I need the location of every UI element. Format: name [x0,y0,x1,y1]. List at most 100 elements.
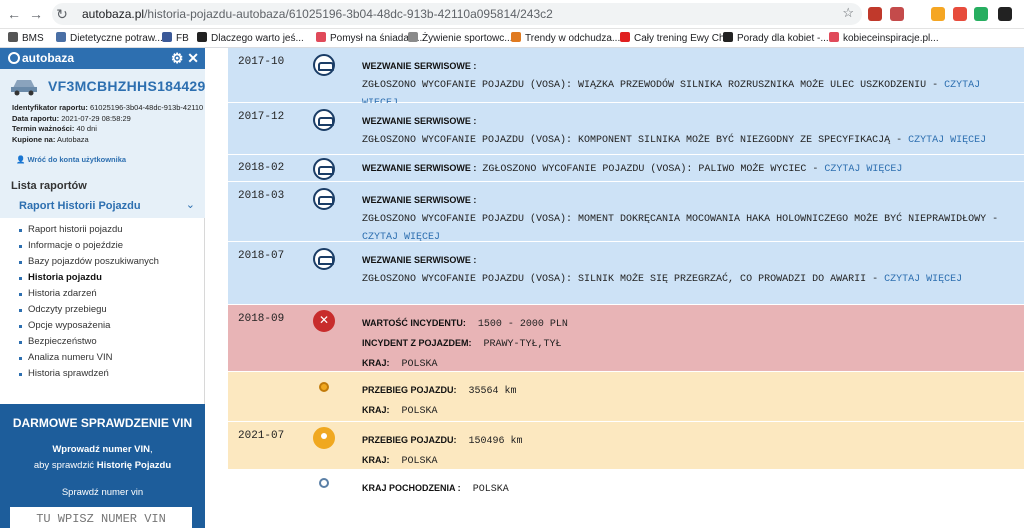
field-value: 1500 - 2000 PLN [477,319,568,330]
timeline-entry: 2017-12 WEZWANIE SERWISOWE : ZGŁOSZONO WYC… [228,103,1024,155]
extension-icon[interactable] [953,7,967,21]
bookmark-item[interactable]: BMS [8,32,44,44]
promo-title: DARMOWE SPRAWDZENIE VIN [12,416,193,430]
browser-toolbar: ← → ↻ ↻ autobaza.pl/historia-pojazdu-aut… [0,0,1024,29]
timeline-entry: 2018-03 WEZWANIE SERWISOWE : ZGŁOSZONO WYC… [228,182,1024,243]
field-value: POLSKA [401,406,438,417]
bookmark-favicon-icon [408,32,418,42]
bookmark-favicon-icon [316,32,326,42]
car-icon [313,248,335,270]
menu-item[interactable]: Informacje o pojeździe [19,238,203,254]
bookmark-item[interactable]: Pomysł na śniadani... [316,32,425,44]
bookmark-star-icon[interactable]: ☆ [842,5,854,20]
car-logo-icon [11,80,37,96]
bookmark-item[interactable]: Dlaczego warto jeś... [197,32,304,44]
menu-item[interactable]: Historia pojazdu [19,270,203,286]
read-more-link[interactable]: CZYTAJ WIĘCEJ [908,135,987,146]
extension-icon[interactable] [974,7,988,21]
entry-field: KRAJ: POLSKA [362,451,1012,471]
bookmark-item[interactable]: Cały trening Ewy Ch... [620,32,733,44]
bookmark-favicon-icon [620,32,630,42]
timeline-entry: PRZEBIEG POJAZDU: 35564 km KRAJ: POLSKA [228,372,1024,422]
entry-label: WEZWANIE SERWISOWE : [362,195,477,205]
timeline-entry: 2021-07 PRZEBIEG POJAZDU: 150496 km KRAJ: … [228,422,1024,470]
back-arrow-icon[interactable]: ← [7,6,21,22]
entry-text: ZGŁOSZONO WYCOFANIE POJAZDU (VOSA): KOMP… [362,135,909,146]
bookmark-label: Pomysł na śniadani... [330,33,426,44]
read-more-link[interactable]: CZYTAJ WIĘCEJ [362,232,441,243]
field-value: PRAWY-TYŁ,TYŁ [483,339,562,350]
extension-icon[interactable] [998,7,1012,21]
brand-name: autobaza [22,51,75,65]
menu-item[interactable]: Historia sprawdzeń [19,366,203,382]
bookmark-label: FB [176,33,189,44]
menu-item[interactable]: Raport historii pojazdu [19,222,203,238]
brand-bar: autobaza ⚙ ✕ [0,48,205,69]
chevron-down-icon[interactable]: ⌄ [185,199,195,211]
bookmark-label: Żywienie sportowc... [422,33,513,44]
field-label: WARTOŚĆ INCYDENTU: [362,318,466,328]
car-icon [313,109,335,131]
bookmark-label: Dietetyczne potraw... [70,33,163,44]
field-label: INCYDENT Z POJAZDEM: [362,338,472,348]
entry-content: WEZWANIE SERWISOWE : ZGŁOSZONO WYCOFANIE … [362,251,1012,289]
entry-content: WEZWANIE SERWISOWE : ZGŁOSZONO WYCOFANIE … [362,191,1012,247]
entry-date: 2017-10 [238,56,285,68]
menu-item[interactable]: Bazy pojazdów poszukiwanych [19,254,203,270]
entry-content: PRZEBIEG POJAZDU: 150496 km KRAJ: POLSKA [362,431,1012,471]
entry-field: PRZEBIEG POJAZDU: 150496 km [362,431,1012,451]
report-meta-item: Data raportu: 2021-07-29 08:58:29 [12,113,131,123]
menu-item[interactable]: Odczyty przebiegu [19,302,203,318]
bookmark-item[interactable]: kobieceinspiracje.pl... [829,32,939,44]
report-dropdown[interactable]: Raport Historii Pojazdu [19,200,141,212]
extension-icon[interactable] [890,7,904,21]
bookmark-label: kobieceinspiracje.pl... [843,33,939,44]
timeline-entry: 2018-02 WEZWANIE SERWISOWE : ZGŁOSZONO WY… [228,155,1024,182]
report-meta-item: Identyfikator raportu: 61025196-3b04-48d… [12,103,204,112]
bookmark-item[interactable]: FB [162,32,189,44]
car-icon [313,158,335,180]
menu-item[interactable]: Analiza numeru VIN [19,350,203,366]
entry-label: WEZWANIE SERWISOWE : [362,163,477,173]
menu-item[interactable]: Bezpieczeństwo [19,334,203,350]
extension-icon[interactable] [931,7,945,21]
settings-icon[interactable]: ⚙ [170,50,184,66]
vehicle-history-timeline: 2017-10 WEZWANIE SERWISOWE : ZGŁOSZONO WYC… [228,48,1024,528]
forward-arrow-icon[interactable]: → [29,6,43,22]
bookmark-label: Dlaczego warto jeś... [211,33,304,44]
extension-icon[interactable] [868,7,882,21]
back-to-account-link[interactable]: 👤 Wróć do konta użytkownika [16,155,127,164]
entry-field: WARTOŚĆ INCYDENTU: 1500 - 2000 PLN [362,314,1012,334]
timeline-entry: 2018-09 WARTOŚĆ INCYDENTU: 1500 - 2000 PL… [228,305,1024,372]
field-value: POLSKA [472,484,509,495]
bookmark-item[interactable]: Porady dla kobiet -... [723,32,829,44]
entry-date: 2021-07 [238,430,285,442]
promo-text: Wprowadź numer VIN, aby sprawdzić Histor… [33,444,172,471]
user-icon: 👤 [16,155,26,164]
entry-text: ZGŁOSZONO WYCOFANIE POJAZDU (VOSA): MOME… [362,214,999,225]
bookmark-favicon-icon [197,32,207,42]
mileage-dot-icon [319,382,329,392]
bookmark-label: Cały trening Ewy Ch... [634,33,733,44]
vin-input[interactable] [10,507,192,531]
reports-list-title: Lista raportów [11,180,87,192]
bookmark-item[interactable]: Żywienie sportowc... [408,32,513,44]
read-more-link[interactable]: CZYTAJ WIĘCEJ [824,164,903,175]
url-path: /historia-pojazdu-autobaza/61025196-3b04… [144,7,553,21]
bookmark-favicon-icon [723,32,733,42]
menu-item[interactable]: Historia zdarzeń [19,286,203,302]
menu-item[interactable]: Opcje wyposażenia [19,318,203,334]
bookmark-item[interactable]: Trendy w odchudza... [511,32,620,44]
bookmark-favicon-icon [511,32,521,42]
address-bar[interactable]: ↻ autobaza.pl/historia-pojazdu-autobaza/… [52,3,862,25]
reload-icon[interactable]: ↻ [56,6,68,22]
read-more-link[interactable]: CZYTAJ WIĘCEJ [884,274,963,285]
car-icon [313,54,335,76]
bookmark-favicon-icon [56,32,66,42]
field-label: PRZEBIEG POJAZDU: [362,435,457,445]
entry-content: WEZWANIE SERWISOWE : ZGŁOSZONO WYCOFANIE… [362,159,1012,179]
car-icon [313,188,335,210]
field-label: KRAJ: [362,405,390,415]
close-icon[interactable]: ✕ [187,50,199,66]
bookmark-item[interactable]: Dietetyczne potraw... [56,32,163,44]
